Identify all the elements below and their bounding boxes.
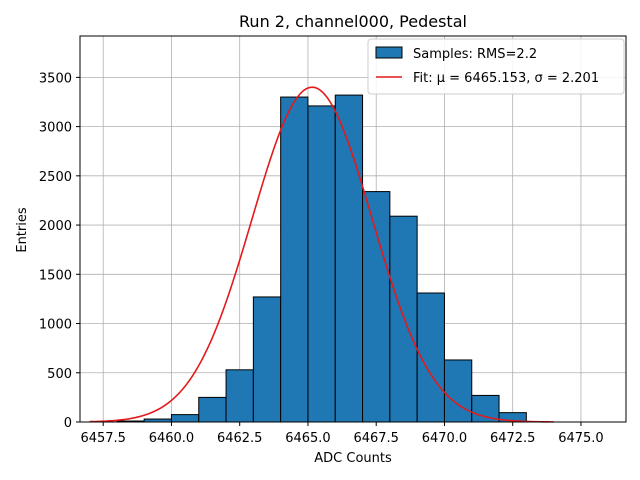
y-axis-title: Entries xyxy=(15,207,30,253)
x-tick-label: 6472.5 xyxy=(490,431,536,446)
histogram-bar xyxy=(443,359,473,423)
histogram-bar xyxy=(307,105,336,423)
x-tick-label: 6462.5 xyxy=(217,431,263,446)
y-tick-label: 500 xyxy=(47,367,72,382)
chart-title: Run 2, channel000, Pedestal xyxy=(239,12,467,31)
y-axis-ticks: 0 500 1000 1500 2000 2500 3000 3500 xyxy=(39,71,80,431)
y-tick-label: 3500 xyxy=(39,71,72,86)
histogram-bar xyxy=(280,96,309,423)
histogram-bar xyxy=(225,369,254,423)
x-axis-ticks: 6457.5 6460.0 6462.5 6465.0 6467.5 6470.0 6472… xyxy=(80,422,604,446)
y-tick-label: 1500 xyxy=(39,268,72,283)
y-tick-label: 3000 xyxy=(39,121,72,136)
plot-area-frame xyxy=(79,35,627,423)
histogram-bar xyxy=(198,396,227,423)
legend-label-fit: Fit: μ = 6465.153, σ = 2.201 xyxy=(413,71,599,86)
x-tick-label: 6465.0 xyxy=(285,431,331,446)
fit-curve xyxy=(89,86,554,423)
x-tick-label: 6475.0 xyxy=(558,431,604,446)
histogram-bar xyxy=(389,215,418,423)
y-tick-label: 2500 xyxy=(39,170,72,185)
histogram-bar xyxy=(362,191,391,423)
histogram-bars xyxy=(116,94,527,423)
histogram-bar xyxy=(252,296,282,423)
legend: Samples: RMS=2.2 Fit: μ = 6465.153, σ = … xyxy=(367,38,625,95)
x-axis-title: ADC Counts xyxy=(314,451,392,466)
legend-swatch-samples xyxy=(375,46,403,59)
legend-box xyxy=(367,38,625,95)
x-tick-label: 6470.0 xyxy=(422,431,468,446)
x-tick-label: 6460.0 xyxy=(149,431,195,446)
x-tick-label: 6467.5 xyxy=(353,431,399,446)
y-tick-label: 0 xyxy=(64,416,72,431)
x-tick-label: 6457.5 xyxy=(80,431,126,446)
y-tick-label: 2000 xyxy=(39,219,72,234)
legend-label-samples: Samples: RMS=2.2 xyxy=(413,47,537,62)
histogram-bar xyxy=(170,414,200,423)
y-tick-label: 1000 xyxy=(39,318,72,333)
